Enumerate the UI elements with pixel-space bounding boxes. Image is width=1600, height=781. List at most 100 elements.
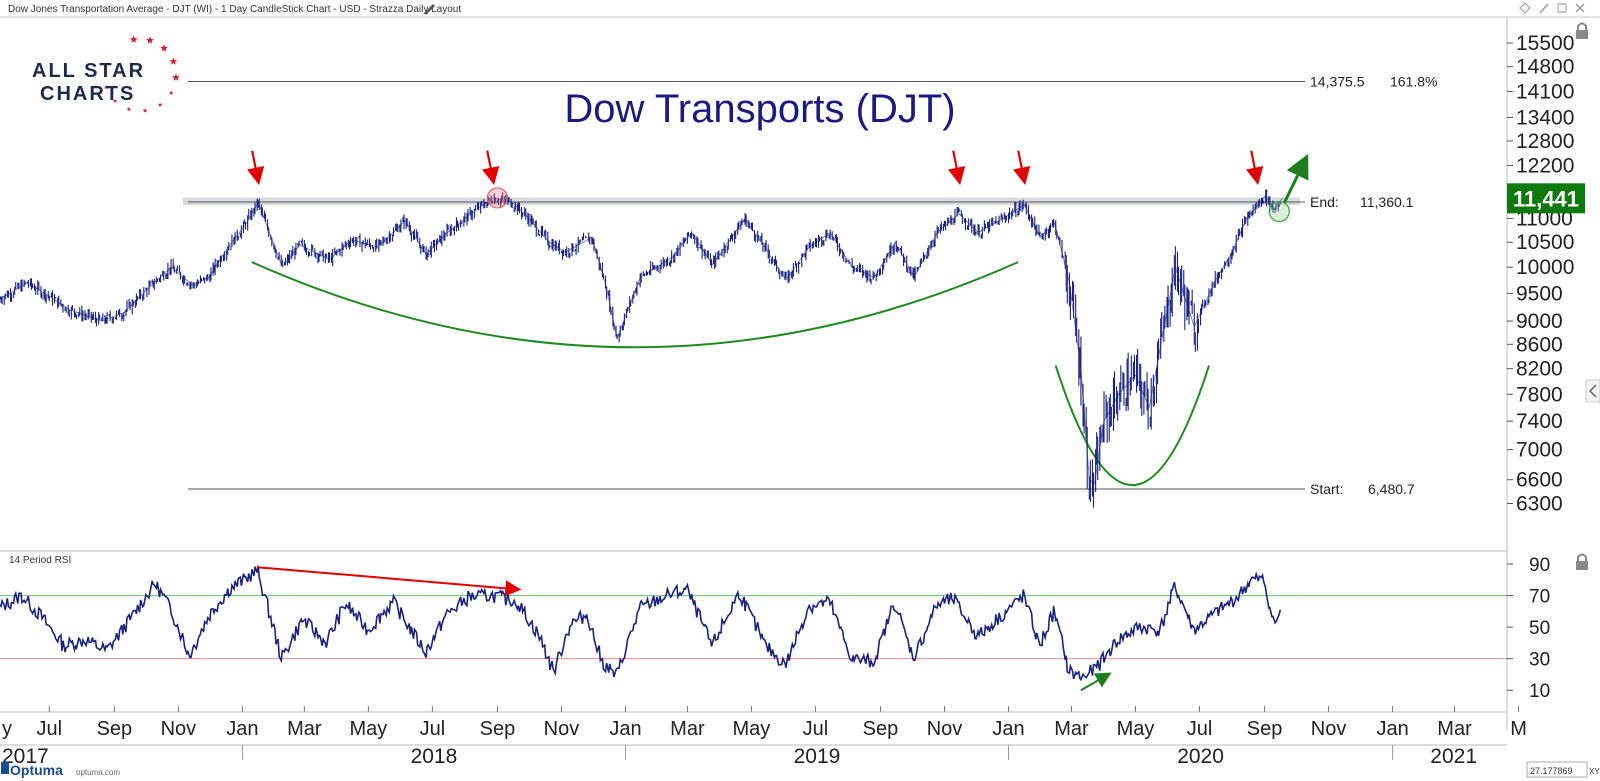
rsi-tick-label: 90 xyxy=(1529,555,1550,576)
xy-label: XY xyxy=(1589,767,1600,776)
y-tick-label: 6600 xyxy=(1516,469,1563,492)
resistance-zone xyxy=(183,197,1300,206)
x-month-label: Sep xyxy=(480,718,516,740)
optuma-url: optuma.com xyxy=(76,768,120,777)
optuma-footer-logo: Optuma optuma.com xyxy=(1,762,120,778)
logo-star xyxy=(129,35,138,43)
x-month-label: May xyxy=(1117,718,1155,740)
base-curve xyxy=(1054,365,1210,487)
x-month-label: Mar xyxy=(1437,718,1472,740)
rsi-axis: 90 70 50 30 10 xyxy=(0,555,1550,702)
logo-star-ring xyxy=(104,35,180,113)
y-tick-label: 10000 xyxy=(1516,256,1574,279)
y-tick-label: 8600 xyxy=(1516,333,1563,356)
y-tick-label: 6300 xyxy=(1516,492,1563,515)
rsi-tick-label: 70 xyxy=(1529,587,1550,608)
x-month-label: Sep xyxy=(863,718,899,740)
x-month-label: Jul xyxy=(1187,718,1213,740)
logo-line-1: ALL STAR xyxy=(32,60,145,82)
x-month-label: Jan xyxy=(609,718,641,740)
level-value-label: 6,480.7 xyxy=(1368,481,1415,497)
diamond-icon[interactable] xyxy=(1519,2,1531,14)
level-extra-label: 161.8% xyxy=(1390,74,1437,90)
x-month-label: Sep xyxy=(97,718,133,740)
rsi-lock-icon[interactable] xyxy=(1576,553,1588,571)
rsi-tick-label: 50 xyxy=(1529,618,1550,639)
last-price-badge: 11,441 xyxy=(1507,183,1585,214)
logo-star xyxy=(169,57,178,65)
logo-star xyxy=(104,85,109,90)
x-month-label-partial: y xyxy=(2,718,12,740)
resistance-arrow xyxy=(482,150,500,186)
rsi-tick-label: 30 xyxy=(1529,650,1550,671)
x-month-label: May xyxy=(349,718,387,740)
resistance-arrow xyxy=(1013,150,1031,186)
logo-star xyxy=(142,108,148,113)
x-month-label: May xyxy=(733,718,771,740)
logo-star xyxy=(112,98,118,103)
level-value-label: 11,360.1 xyxy=(1360,194,1414,210)
x-month-label: Jul xyxy=(803,718,829,740)
logo-star xyxy=(157,102,163,107)
price-bars xyxy=(0,189,1283,508)
x-month-label: Mar xyxy=(1054,718,1089,740)
x-year-label: 2018 xyxy=(411,745,458,768)
y-tick-label: 9000 xyxy=(1516,310,1563,333)
rsi-line-group xyxy=(0,565,1282,682)
x-year-label: 2017 xyxy=(2,745,49,768)
logo-star xyxy=(146,36,154,44)
last-price-label: 11,441 xyxy=(1513,186,1579,211)
y-tick-label: 7400 xyxy=(1516,410,1563,433)
xy-value: 27.177869 xyxy=(1530,766,1573,776)
logo-line-2: CHARTS xyxy=(40,83,135,105)
xy-readout: 27.177869 XY xyxy=(1526,761,1600,778)
edit-icon[interactable] xyxy=(424,4,435,15)
resistance-arrow xyxy=(246,150,265,186)
pin-icon[interactable] xyxy=(1539,3,1549,14)
x-month-label: Nov xyxy=(161,718,197,740)
x-month-label: Nov xyxy=(544,718,580,740)
price-line xyxy=(0,194,1283,485)
optuma-logo-text: Optuma xyxy=(10,762,63,778)
level-label: End: xyxy=(1310,194,1339,210)
rsi-panel: 90 70 50 30 10 xyxy=(0,555,1550,702)
y-tick-label: 12200 xyxy=(1516,154,1574,177)
breakout-arrow xyxy=(1283,153,1309,204)
window-controls xyxy=(1519,2,1585,14)
y-tick-label: 7000 xyxy=(1516,439,1563,462)
chart-title: Dow Transports (DJT) xyxy=(564,87,955,131)
collapse-panel-icon[interactable] xyxy=(1585,379,1600,403)
y-tick-label: 13400 xyxy=(1516,106,1574,129)
x-month-label: Nov xyxy=(1311,718,1347,740)
y-tick-label: 15500 xyxy=(1516,32,1574,55)
highlight-circle xyxy=(486,187,509,209)
restore-icon[interactable] xyxy=(1557,3,1567,13)
x-month-label: Mar xyxy=(287,718,322,740)
y-tick-label: 7800 xyxy=(1516,383,1563,406)
lock-icon[interactable] xyxy=(1576,22,1588,40)
base-curve xyxy=(251,261,1019,349)
x-year-label: 2019 xyxy=(794,745,841,768)
y-tick-label: 14800 xyxy=(1516,56,1574,79)
x-month-label: M xyxy=(1510,718,1527,740)
x-month-label: Nov xyxy=(927,718,963,740)
x-month-label: Jul xyxy=(37,718,63,740)
rsi-recovery-arrow xyxy=(1080,672,1112,692)
price-levels: 14,375.5 161.8% End: 11,360.1 Start: 6,480.7 xyxy=(183,74,1437,497)
rsi-panel-label: 14 Period RSI xyxy=(9,555,71,566)
highlight-circle xyxy=(1268,200,1290,223)
y-tick-label: 12800 xyxy=(1516,130,1574,153)
x-year-label: 2021 xyxy=(1430,745,1477,768)
logo-star xyxy=(160,44,168,52)
chart-caption: Dow Jones Transportation Average - DJT (… xyxy=(8,4,461,15)
close-icon[interactable] xyxy=(1575,3,1585,13)
x-month-label: Mar xyxy=(670,718,705,740)
x-month-label: Jul xyxy=(420,718,446,740)
x-year-label: 2020 xyxy=(1177,745,1224,768)
logo-star xyxy=(126,106,132,112)
logo-star xyxy=(169,90,174,95)
x-month-label: Jan xyxy=(226,718,258,740)
all-star-charts-logo: ALL STAR CHARTS xyxy=(32,35,180,113)
